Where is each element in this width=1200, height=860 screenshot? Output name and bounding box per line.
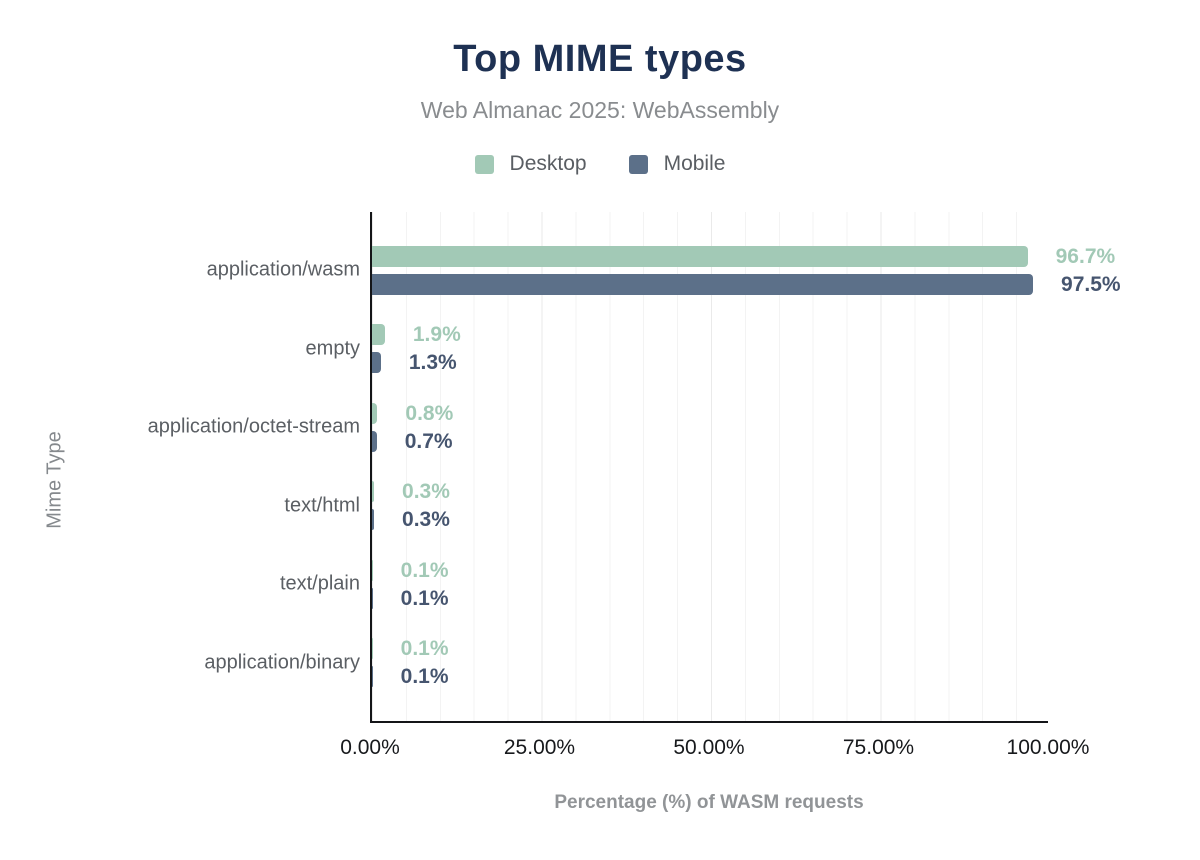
bar-line-mobile: 97.5%: [372, 273, 1121, 295]
bar-mobile[interactable]: [372, 509, 375, 531]
x-tick-label: 75.00%: [842, 736, 915, 759]
x-tick-label: 50.00%: [673, 736, 745, 759]
data-label-mobile: 97.5%: [1061, 272, 1121, 296]
x-axis-ticks: 0.00% 25.00% 50.00% 75.00% 100.00%: [340, 736, 1089, 762]
legend-label: Desktop: [509, 152, 587, 175]
data-label-desktop: 0.8%: [405, 401, 454, 425]
bar-row: text/plain 0.1% 0.1%: [280, 545, 1048, 624]
bar-mobile[interactable]: [372, 587, 373, 609]
category-label: application/octet-stream: [147, 415, 360, 438]
bar-line-mobile: 0.3%: [372, 508, 1048, 532]
desktop-legend-swatch: [474, 154, 494, 174]
bar-mobile[interactable]: [372, 352, 381, 374]
legend-item-desktop[interactable]: Desktop: [474, 152, 587, 176]
plot-area: application/wasm 96.7% 97.5% empty 1.9% 1.3% a…: [148, 212, 1121, 723]
data-label-desktop: 96.7%: [1055, 244, 1116, 268]
bar-row: empty 1.9% 1.3%: [306, 310, 1048, 389]
bar-mobile[interactable]: [372, 430, 377, 452]
bar-row: text/html 0.3% 0.3%: [284, 467, 1048, 546]
bar-desktop[interactable]: [372, 245, 1028, 267]
bar-mobile[interactable]: [372, 273, 1034, 295]
bar-desktop[interactable]: [372, 402, 378, 424]
bar-desktop[interactable]: [372, 638, 373, 660]
legend-item-mobile[interactable]: Mobile: [628, 152, 726, 176]
category-label: text/plain: [279, 572, 360, 595]
bar-line-mobile: 0.1%: [372, 586, 1048, 610]
x-tick-label: 0.00%: [340, 736, 400, 759]
category-label: text/html: [284, 494, 360, 517]
data-label-mobile: 0.1%: [400, 586, 449, 610]
legend-label: Mobile: [663, 152, 726, 175]
bar-line-desktop: 1.9%: [372, 323, 1048, 347]
chart-subtitle: Web Almanac 2025: WebAssembly: [420, 97, 780, 123]
bar-line-mobile: 1.3%: [372, 351, 1048, 375]
data-label-mobile: 0.7%: [404, 429, 453, 453]
bar-line-desktop: 96.7%: [372, 245, 1115, 267]
category-label: empty: [305, 337, 360, 360]
data-label-desktop: 1.9%: [412, 323, 461, 347]
bar-line-desktop: 0.3%: [372, 480, 1048, 504]
x-tick-label: 100.00%: [1006, 736, 1090, 759]
bar-line-desktop: 0.8%: [372, 401, 1048, 425]
category-label: application/wasm: [206, 258, 360, 281]
bar-line-desktop: 0.1%: [372, 558, 1048, 582]
data-label-mobile: 0.1%: [400, 665, 449, 689]
data-label-desktop: 0.1%: [400, 637, 449, 661]
data-label-mobile: 1.3%: [408, 351, 457, 375]
x-tick-label: 25.00%: [503, 736, 576, 759]
bar-line-mobile: 0.7%: [372, 429, 1048, 453]
bar-row: application/binary 0.1% 0.1%: [204, 624, 1048, 703]
x-axis-title: Percentage (%) of WASM requests: [554, 792, 864, 813]
legend: Desktop Mobile: [0, 152, 1200, 176]
bar-desktop[interactable]: [372, 559, 373, 581]
data-label-desktop: 0.3%: [402, 480, 450, 504]
bar-line-desktop: 0.1%: [372, 637, 1048, 661]
y-axis-title: Mime Type: [43, 431, 66, 529]
category-label: application/binary: [204, 651, 360, 674]
data-label-desktop: 0.1%: [400, 558, 449, 582]
bar-desktop[interactable]: [372, 324, 385, 346]
bar-row: application/octet-stream 0.8% 0.7%: [148, 388, 1048, 467]
bar-mobile[interactable]: [372, 666, 373, 688]
data-label-mobile: 0.3%: [402, 508, 450, 532]
mobile-legend-swatch: [628, 154, 648, 174]
bar-line-mobile: 0.1%: [372, 665, 1048, 689]
chart-title: Top MIME types: [453, 38, 747, 80]
bar-desktop[interactable]: [372, 481, 375, 503]
bar-row: application/wasm 96.7% 97.5%: [207, 231, 1121, 310]
